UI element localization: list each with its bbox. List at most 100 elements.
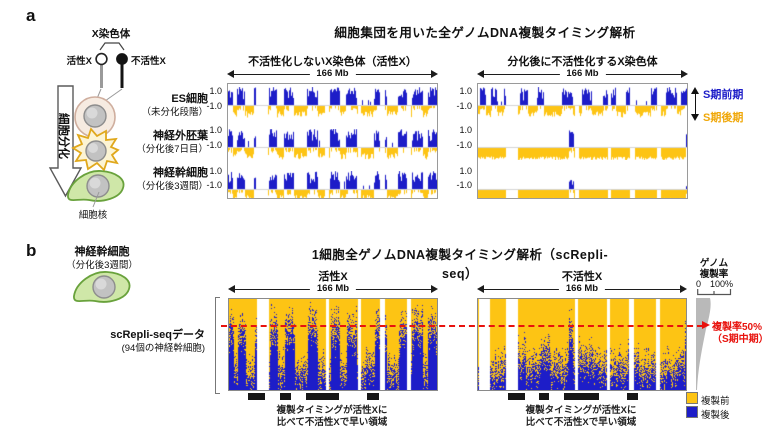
panel-b-cell-stage: （分化後3週間） — [66, 260, 138, 271]
annotation-right-line2: 比べて不活性Xで早い領域 — [525, 417, 637, 428]
arrowhead-right — [431, 285, 438, 293]
early-region-bar — [539, 393, 550, 400]
panel-b-label: b — [26, 241, 37, 260]
active-x-column-header: 不活性化しないX染色体（活性X） — [248, 56, 417, 68]
y-axis-max: 1.0 — [209, 85, 222, 96]
scale-label: 166 Mb — [559, 67, 606, 79]
row-sublabel-es: （未分化段階） — [141, 107, 208, 118]
active-x-chromosome-head — [95, 52, 108, 66]
nucleus-highlight — [86, 107, 98, 119]
y-axis-min: -1.0 — [206, 100, 222, 111]
panel-b-title: 1細胞全ゲノムDNA複製タイミング解析（scRepli-seq） — [311, 248, 609, 281]
rt-track-nsc-active — [228, 171, 437, 198]
heatmap-header-active-x: 活性X — [318, 271, 348, 283]
rate-axis-min: 0 — [696, 279, 702, 289]
early-region-bar — [306, 393, 339, 400]
heatmap-header-inactive-x: 不活性X — [561, 271, 603, 283]
nucleus-highlight — [88, 143, 98, 153]
single-cell-heatmap-inactive-x — [477, 298, 687, 391]
heatmap-canvas-inactive-x — [478, 299, 686, 390]
scale-label: 166 Mb — [309, 67, 356, 79]
rt-track-es-active — [228, 87, 437, 118]
connector-line — [104, 88, 123, 102]
y-axis-max: 1.0 — [459, 85, 472, 96]
early-s-phase-label: S期前期 — [703, 89, 744, 101]
inactive-x-label: 不活性X — [131, 56, 166, 67]
y-axis-min: -1.0 — [456, 180, 472, 190]
arrowhead-up — [691, 87, 700, 94]
mid-s-label-line1: 複製率50% — [712, 322, 763, 333]
arrowhead-left — [477, 285, 484, 293]
arrowhead-right — [681, 70, 688, 78]
row-label-nsc: 神経幹細胞 — [153, 167, 208, 179]
y-axis-max: 1.0 — [459, 166, 472, 176]
inactive-x-column-header: 分化後に不活性化するX染色体 — [507, 56, 658, 68]
early-region-bar — [279, 393, 292, 400]
screpliseq-data-sublabel: (94個の神経幹細胞) — [121, 343, 205, 354]
nucleus-pointer-line — [92, 191, 100, 208]
panel-b-cell-name: 神経幹細胞 — [74, 246, 130, 258]
scale-arrow-b-left: 166 Mb — [228, 282, 438, 294]
annotation-left-line2: 比べて不活性Xで早い領域 — [276, 417, 388, 428]
mid-s-dashed-line — [221, 324, 703, 327]
replication-timing-plot-inactive-x — [477, 83, 688, 199]
panel-a-title: 細胞集団を用いた全ゲノムDNA複製タイミング解析 — [334, 26, 636, 40]
heatmap-canvas-active-x — [229, 299, 437, 390]
early-region-bar — [366, 393, 379, 400]
distribution-shape — [696, 298, 711, 390]
bracket-line — [99, 42, 125, 51]
scale-label: 166 Mb — [309, 282, 357, 294]
row-label-es: ES細胞 — [171, 93, 208, 105]
annotation-left-line1: 複製タイミングが活性Xに — [276, 405, 388, 416]
early-region-bar — [626, 393, 639, 400]
early-region-bar — [247, 393, 265, 400]
post-replication-swatch — [686, 406, 698, 418]
pre-replication-label: 複製前 — [701, 395, 730, 407]
active-x-label: 活性X — [66, 56, 92, 67]
s-phase-double-arrow — [691, 87, 700, 121]
early-region-bar — [507, 393, 525, 400]
y-axis-max: 1.0 — [209, 166, 222, 176]
rt-track-es-inactive — [478, 87, 687, 118]
panel-a-label: a — [26, 6, 36, 25]
mid-s-label-line2: （S期中期） — [712, 334, 769, 345]
annotation-right-line1: 複製タイミングが活性Xに — [525, 405, 637, 416]
scale-arrow-b-right: 166 Mb — [477, 282, 687, 294]
scale-label: 166 Mb — [558, 282, 606, 294]
genome-rate-label-line2: 複製率 — [699, 269, 729, 280]
y-axis-max: 1.0 — [209, 124, 222, 135]
arrowhead-right — [680, 285, 687, 293]
early-region-bars-inactive-x — [477, 393, 685, 400]
mid-s-arrowhead — [702, 321, 710, 329]
nucleus-highlight — [95, 278, 107, 290]
arrowhead-left — [228, 285, 235, 293]
y-axis-max: 1.0 — [459, 124, 472, 135]
early-region-bar — [564, 393, 599, 400]
scale-arrow-a-left: 166 Mb — [227, 67, 438, 79]
cell-nucleus-label: 細胞核 — [78, 210, 108, 221]
arrowhead-left — [227, 70, 234, 78]
late-s-phase-label: S期後期 — [703, 112, 744, 124]
rt-track-ne-active — [228, 129, 437, 160]
pre-replication-swatch — [686, 392, 698, 404]
rt-track-nsc-inactive — [478, 171, 687, 198]
rate-axis-max: 100% — [710, 279, 734, 289]
rt-track-ne-inactive — [478, 129, 687, 160]
y-axis-min: -1.0 — [456, 139, 472, 150]
row-label-ne: 神経外胚葉 — [153, 130, 208, 142]
single-cell-heatmap-active-x — [228, 298, 438, 391]
genome-rate-label-line1: ゲノム — [699, 258, 729, 269]
arrowhead-down — [691, 114, 700, 121]
y-axis-min: -1.0 — [456, 100, 472, 111]
differentiation-arrow-label: 細胞分化 — [57, 113, 69, 159]
arrowhead-left — [477, 70, 484, 78]
arrowhead-right — [431, 70, 438, 78]
replication-timing-plot-active-x — [227, 83, 438, 199]
neural-stem-cell-illustration — [73, 271, 131, 303]
row-sublabel-nsc: （分化後3週間） — [136, 181, 208, 192]
cell-differentiation-diagram — [48, 42, 128, 208]
x-chromosome-label: X染色体 — [91, 28, 131, 40]
nucleus-highlight — [89, 177, 101, 189]
early-region-bars-active-x — [228, 393, 436, 400]
